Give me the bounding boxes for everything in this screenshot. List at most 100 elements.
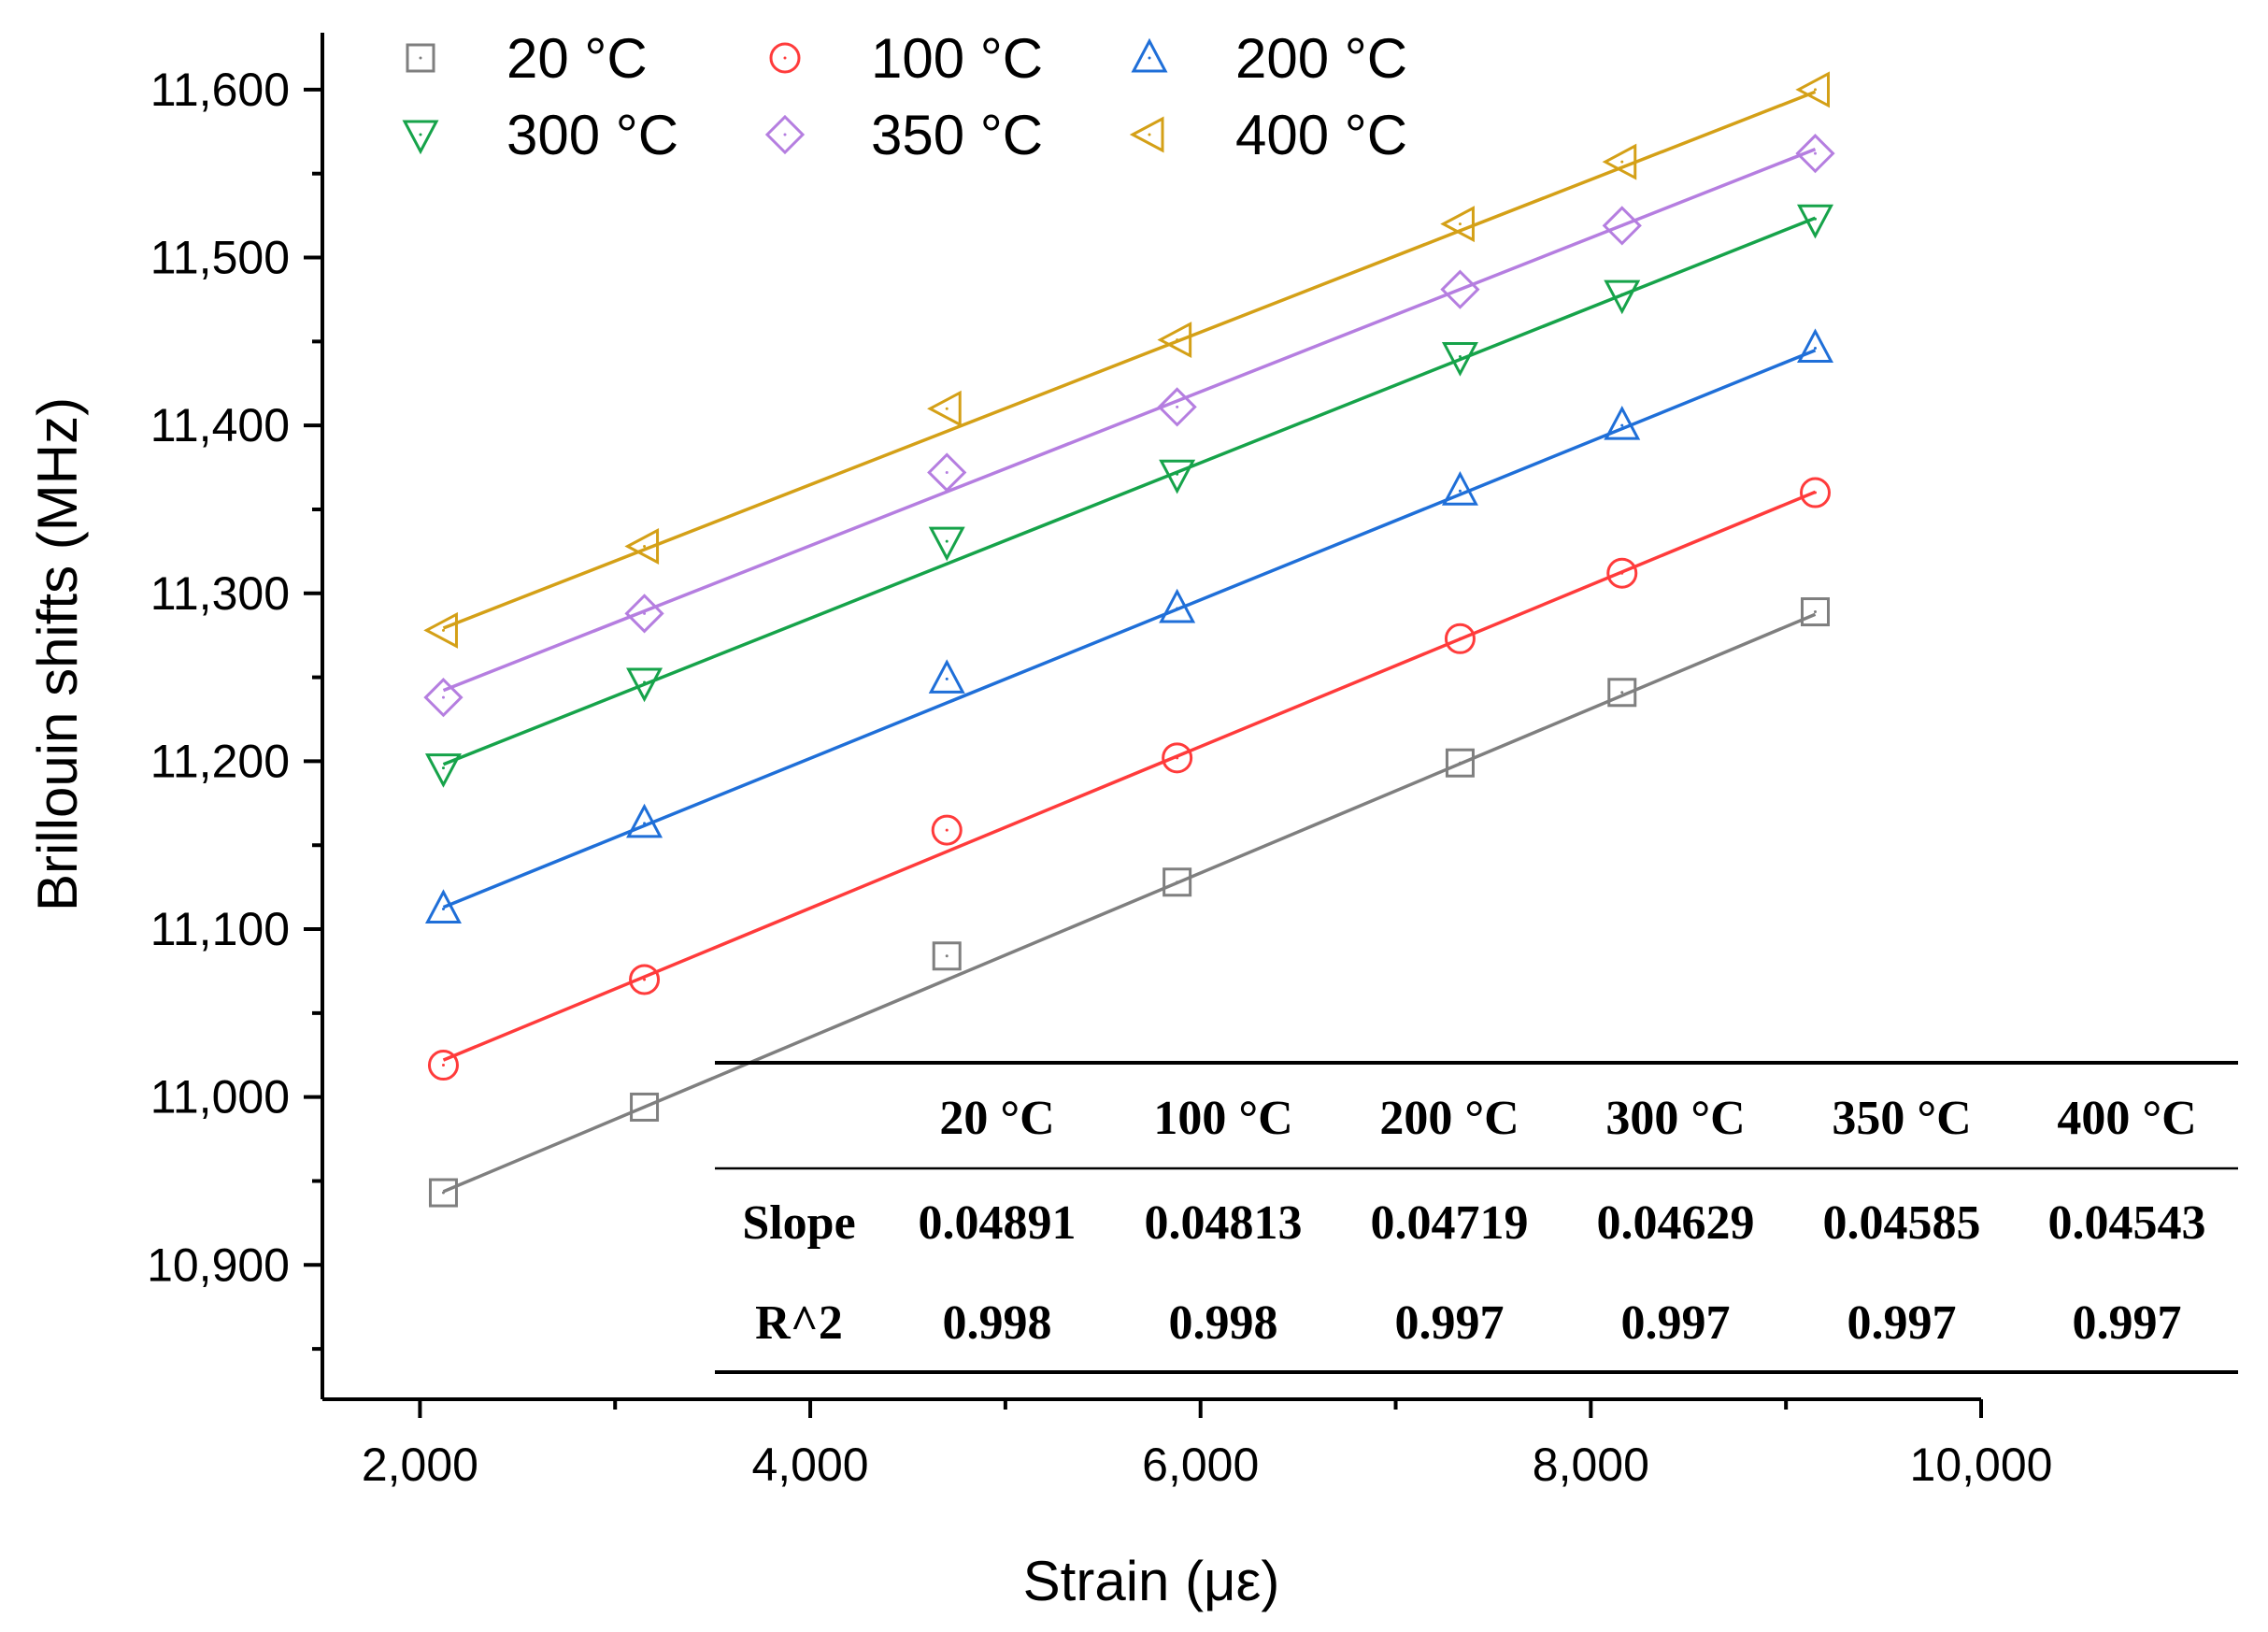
data-point-center-dot <box>945 954 949 958</box>
data-point-center-dot <box>1176 756 1179 760</box>
data-point-center-dot <box>945 828 949 832</box>
legend-label: 400 °C <box>1235 104 1407 166</box>
fit-results-table: 20 °C 100 °C 200 °C 300 °C 350 °C 400 °C Slope… <box>715 1061 2238 1374</box>
table-header-cell: 20 °C <box>939 1092 1054 1145</box>
data-point <box>1604 405 1641 440</box>
data-point <box>1159 588 1196 623</box>
data-point-center-dot <box>1814 610 1817 614</box>
y-tick-label: 11,400 <box>150 399 290 451</box>
y-tick-label: 10,900 <box>147 1238 290 1291</box>
data-point <box>624 528 660 565</box>
data-point-center-dot <box>1620 223 1624 227</box>
fit-line <box>442 490 1817 1062</box>
data-point <box>1159 459 1196 494</box>
fit-line <box>442 90 1817 630</box>
data-point <box>630 1092 660 1122</box>
table-cell: 0.04543 <box>2048 1196 2206 1250</box>
x-tick-label: 6,000 <box>1142 1439 1259 1491</box>
legend-marker <box>1131 37 1168 73</box>
legend-marker-center-dot <box>1148 133 1151 136</box>
data-point <box>629 964 661 995</box>
data-point <box>1800 477 1831 508</box>
data-point <box>1602 206 1642 246</box>
table-header-cell: 300 °C <box>1605 1092 1745 1145</box>
data-point-center-dot <box>643 1105 647 1109</box>
data-point-center-dot <box>441 1064 445 1067</box>
data-point <box>1797 328 1833 364</box>
data-point-center-dot <box>1176 472 1179 476</box>
legend-marker-center-dot <box>783 56 787 60</box>
data-points <box>423 71 1835 1208</box>
legend-marker <box>1129 116 1164 153</box>
data-point-center-dot <box>945 407 949 410</box>
table-cell: R^2 <box>755 1296 843 1350</box>
table-header-cell: 400 °C <box>2057 1092 2196 1145</box>
data-point-center-dot <box>1176 880 1179 884</box>
fit-lines <box>442 90 1817 1194</box>
data-point-center-dot <box>1176 607 1179 610</box>
data-point <box>1163 867 1192 897</box>
data-point-center-dot <box>1458 222 1462 226</box>
data-point-center-dot <box>1620 571 1624 575</box>
fit-line <box>442 216 1817 766</box>
table-cell: 0.04629 <box>1597 1196 1755 1250</box>
legend-marker <box>769 42 801 74</box>
data-point <box>1795 71 1830 108</box>
legend-marker <box>402 120 439 155</box>
y-tick-label: 11,500 <box>150 232 290 284</box>
data-point <box>928 526 965 562</box>
x-tick-label: 8,000 <box>1533 1439 1649 1491</box>
data-point-center-dot <box>1458 288 1462 292</box>
data-point <box>1795 134 1835 174</box>
data-point-center-dot <box>441 766 445 770</box>
fit-line <box>442 148 1817 693</box>
legend-marker <box>406 43 435 73</box>
data-point-center-dot <box>1458 489 1462 493</box>
data-point-center-dot <box>1176 405 1179 408</box>
y-tick-label: 11,100 <box>150 903 290 955</box>
data-point-center-dot <box>1814 151 1817 155</box>
axes: 2,000 4,000 6,000 8,000 10,000 10,900 11,000 11… <box>147 33 2052 1491</box>
data-point <box>1440 206 1475 243</box>
data-point-center-dot <box>1458 355 1462 359</box>
data-point <box>1162 742 1193 774</box>
table-header-cell: 200 °C <box>1379 1092 1519 1145</box>
data-point <box>1157 387 1197 427</box>
table-cell: 0.04891 <box>919 1196 1077 1250</box>
data-point <box>1445 748 1475 778</box>
data-point <box>626 803 663 838</box>
data-point <box>931 814 963 846</box>
legend-label: 200 °C <box>1235 27 1407 90</box>
y-axis-label: Brillouin shifts (MHz) <box>26 397 89 911</box>
data-point <box>1606 557 1638 589</box>
data-point-center-dot <box>441 628 445 632</box>
legend-marker-center-dot <box>419 133 422 136</box>
data-point <box>626 667 663 703</box>
data-point-center-dot <box>1620 691 1624 694</box>
data-point-center-dot <box>945 539 949 543</box>
table-cell: 0.997 <box>1847 1296 1957 1350</box>
y-tick-label: 11,600 <box>150 64 290 116</box>
legend-marker <box>764 114 806 155</box>
data-point-center-dot <box>441 695 445 699</box>
data-point <box>424 889 462 923</box>
data-point <box>932 941 962 971</box>
data-point-center-dot <box>643 978 647 981</box>
data-point-center-dot <box>1814 217 1817 221</box>
data-point <box>423 611 458 649</box>
fit-line <box>442 349 1817 909</box>
data-point <box>428 1178 458 1208</box>
data-point <box>1797 204 1833 239</box>
data-point-center-dot <box>1620 293 1624 296</box>
data-point <box>1602 143 1637 180</box>
data-point-center-dot <box>643 545 647 549</box>
data-point <box>1157 322 1192 359</box>
data-point-center-dot <box>643 611 647 615</box>
table-header-cell: 350 °C <box>1832 1092 1971 1145</box>
data-point <box>1441 342 1478 377</box>
data-point-center-dot <box>441 907 445 910</box>
table-cell: 0.04585 <box>1823 1196 1981 1250</box>
table-cell: 0.04719 <box>1371 1196 1529 1250</box>
data-point-center-dot <box>1620 160 1624 164</box>
data-point-center-dot <box>1620 423 1624 427</box>
